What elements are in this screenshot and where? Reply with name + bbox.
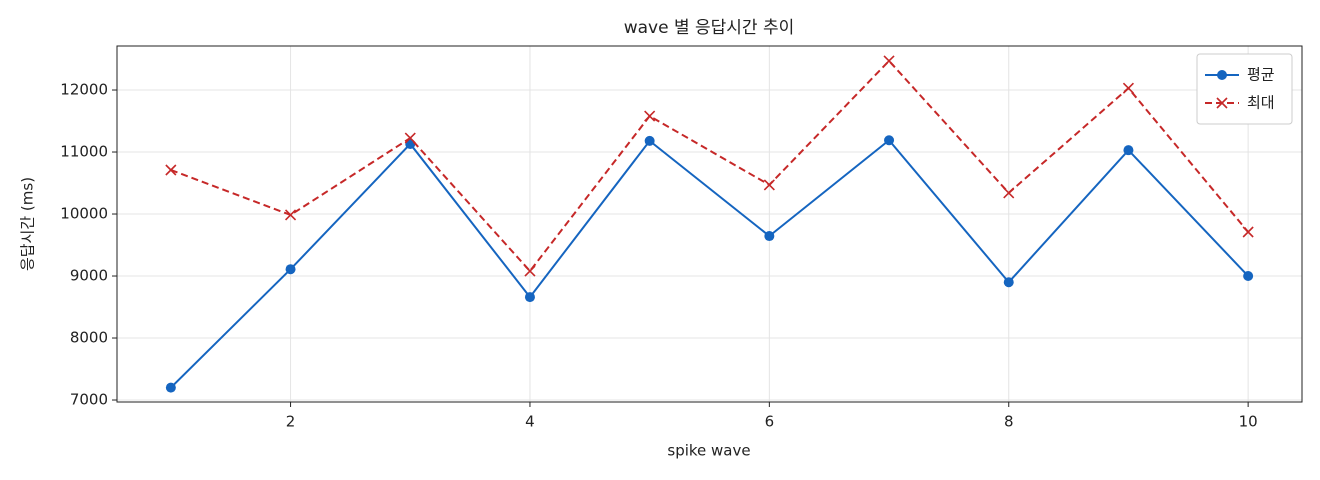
x-axis-label: spike wave	[667, 442, 750, 460]
point	[165, 382, 176, 393]
chart-title: wave 별 응답시간 추이	[624, 18, 795, 38]
x-tick-label: 2	[286, 413, 296, 431]
point	[1242, 226, 1254, 238]
y-tick-label: 10000	[60, 205, 108, 223]
point	[763, 179, 775, 191]
point	[524, 265, 536, 277]
point	[644, 110, 656, 122]
legend-label: 최대	[1247, 94, 1275, 112]
point	[764, 231, 775, 242]
point	[884, 135, 895, 146]
legend-marker	[1216, 97, 1228, 109]
series-line	[170, 138, 1249, 389]
y-tick-label: 8000	[70, 329, 108, 347]
point	[1123, 145, 1134, 156]
point	[883, 55, 895, 67]
x-tick-label: 8	[1004, 413, 1014, 431]
point	[1122, 82, 1135, 94]
y-tick-label: 12000	[60, 81, 108, 99]
point	[284, 209, 297, 221]
point	[404, 132, 416, 144]
y-tick-label: 11000	[60, 143, 108, 161]
point	[165, 164, 177, 176]
legend-label: 평균	[1247, 66, 1275, 84]
x-tick-label: 6	[765, 413, 775, 431]
y-axis-label: 응답시간 (ms)	[19, 177, 37, 271]
point	[1003, 187, 1015, 199]
point	[1003, 277, 1014, 288]
point	[524, 292, 535, 303]
point	[644, 135, 655, 146]
x-tick-label: 4	[525, 413, 535, 431]
y-tick-label: 7000	[70, 391, 108, 409]
x-tick-label: 10	[1239, 413, 1258, 431]
legend-box	[1196, 53, 1293, 125]
point	[1243, 271, 1254, 282]
point	[285, 264, 296, 275]
series-line	[170, 59, 1249, 273]
plot-frame	[116, 45, 1303, 403]
legend-marker	[1217, 70, 1227, 80]
y-tick-label: 9000	[70, 267, 108, 285]
